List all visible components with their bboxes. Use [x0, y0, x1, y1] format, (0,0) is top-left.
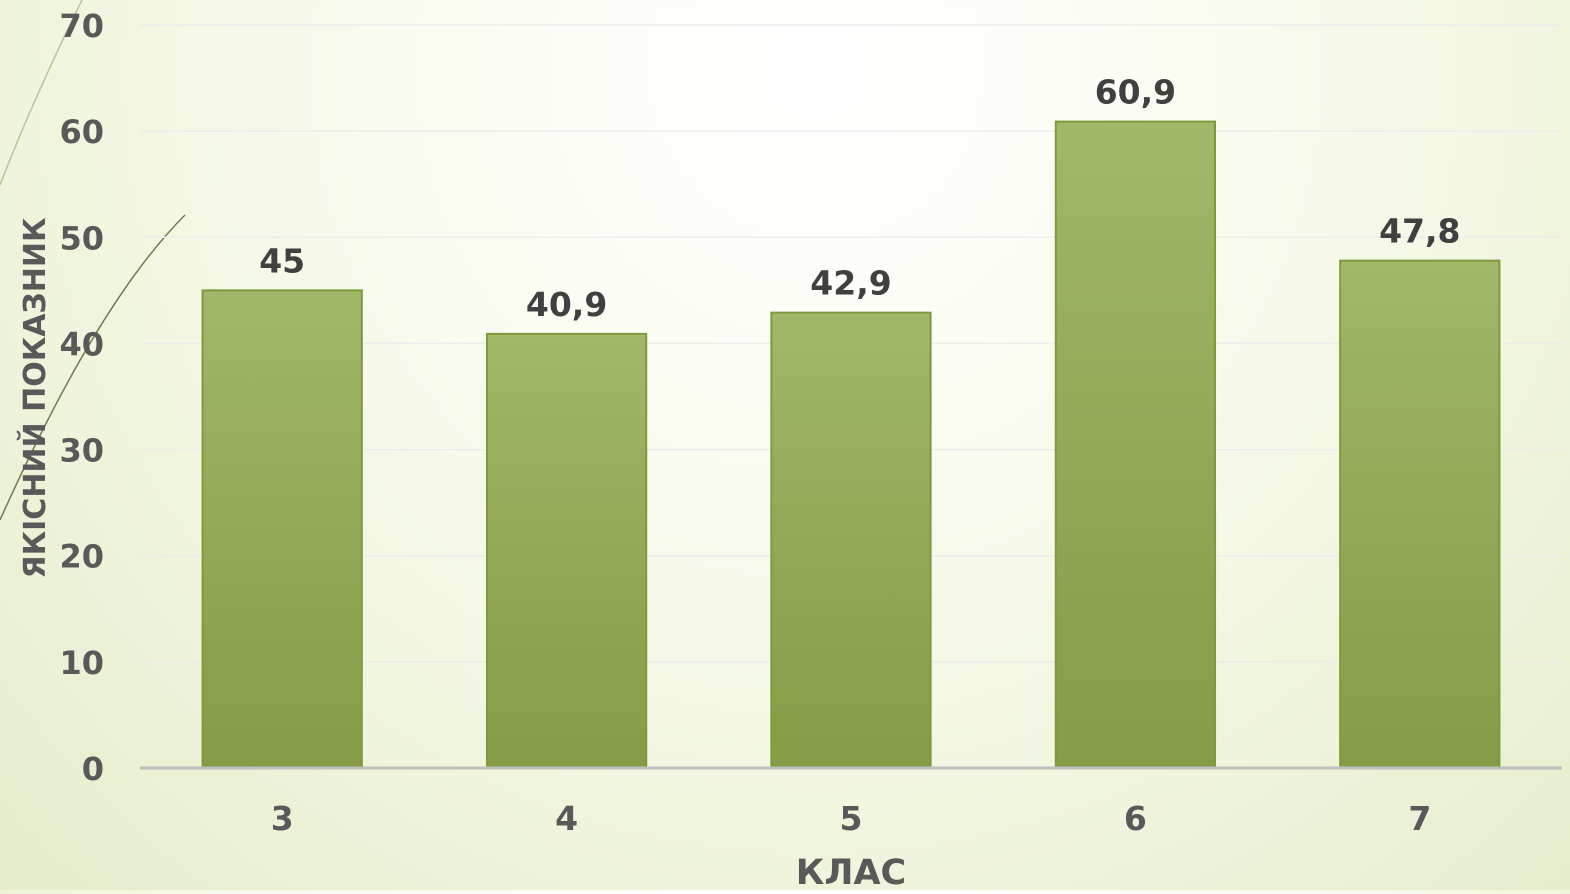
y-tick-label: 30 — [59, 432, 104, 470]
bars — [201, 120, 1501, 769]
data-label: 60,9 — [1095, 73, 1176, 112]
labels: КЛАС ЯКІСНИЙ ПОКАЗНИК 45 3 40,9 4 42,9 5 60,9 6… — [17, 73, 1461, 893]
bar — [1054, 120, 1217, 769]
data-label: 42,9 — [810, 264, 891, 303]
background-curve — [0, 0, 83, 186]
y-tick-label: 40 — [59, 325, 104, 363]
x-tick-label: 5 — [840, 799, 863, 838]
decorative-curves — [0, 0, 186, 521]
bar — [1339, 259, 1501, 769]
data-label: 47,8 — [1379, 212, 1460, 251]
y-tick-label: 50 — [59, 219, 104, 257]
y-tick-label: 20 — [59, 538, 104, 576]
y-axis-title: ЯКІСНИЙ ПОКАЗНИК — [17, 217, 53, 578]
x-tick-label: 7 — [1408, 799, 1431, 838]
data-label: 45 — [259, 241, 305, 280]
background-curve — [0, 214, 186, 521]
x-tick-label: 4 — [555, 799, 578, 838]
y-tick-label: 60 — [59, 113, 104, 151]
data-label: 40,9 — [526, 285, 607, 324]
y-tick-label: 10 — [59, 644, 104, 682]
x-tick-label: 6 — [1124, 799, 1147, 838]
bar — [485, 332, 648, 769]
bar — [770, 311, 932, 769]
x-axis-title: КЛАС — [796, 853, 906, 890]
y-tick-label: 0 — [82, 750, 104, 788]
x-tick-label: 3 — [271, 799, 294, 838]
axes: 0 10 20 30 40 50 60 70 — [59, 7, 1562, 788]
y-tick-label: 70 — [59, 7, 104, 45]
bar — [201, 289, 363, 769]
